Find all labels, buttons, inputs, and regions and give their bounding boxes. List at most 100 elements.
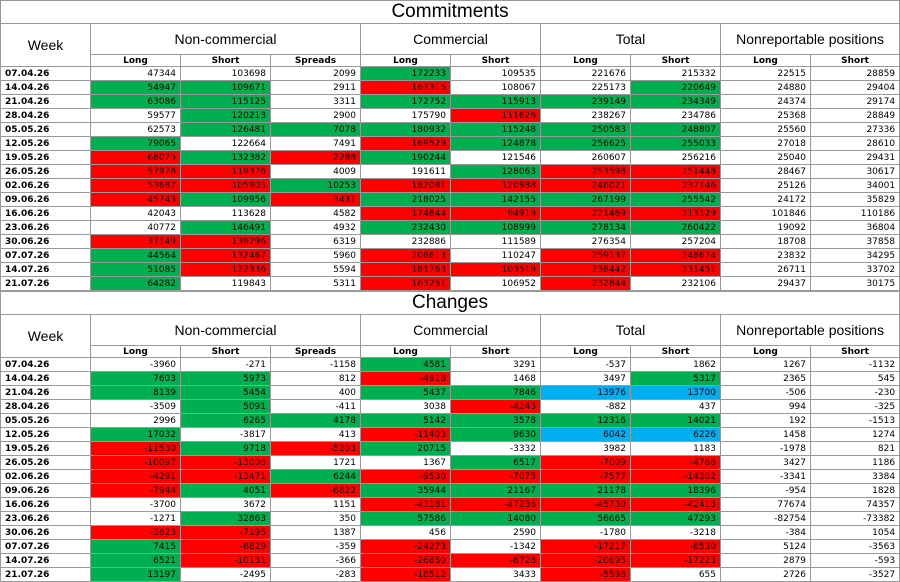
subheader-long: Long xyxy=(720,54,811,67)
value-cell: 28610 xyxy=(809,136,900,151)
table-row: 28.04.26 59577 120213 2900 175790 111626 23826… xyxy=(0,108,900,123)
value-cell: 105905 xyxy=(180,178,271,193)
value-cell: -13471 xyxy=(180,469,271,484)
value-cell: 108999 xyxy=(450,220,541,235)
value-cell: 7846 xyxy=(450,385,541,400)
week-cell: 02.06.26 xyxy=(0,178,91,193)
week-cell: 28.04.26 xyxy=(0,399,91,414)
value-cell: 1274 xyxy=(809,427,900,442)
value-cell: 4009 xyxy=(270,164,361,179)
value-cell: 28859 xyxy=(809,66,900,81)
table-row: 19.05.26 68075 132382 2288 190244 121546 26060… xyxy=(0,150,900,165)
value-cell: 17032 xyxy=(90,427,181,442)
week-cell: 09.06.26 xyxy=(0,192,91,207)
value-cell: 251448 xyxy=(630,164,721,179)
value-cell: 25040 xyxy=(720,150,811,165)
value-cell: 181763 xyxy=(360,262,451,277)
value-cell: 1367 xyxy=(360,455,451,470)
week-cell: 14.07.26 xyxy=(0,262,91,277)
value-cell: -11403 xyxy=(360,427,451,442)
value-cell: 51085 xyxy=(90,262,181,277)
value-cell: 94919 xyxy=(450,206,541,221)
value-cell: 5311 xyxy=(270,276,361,291)
value-cell: 47293 xyxy=(630,511,721,526)
commitments-body: 07.04.26 47344 103698 2099 172233 109535 22167… xyxy=(0,66,900,291)
value-cell: -4291 xyxy=(90,469,181,484)
value-cell: 3427 xyxy=(720,455,811,470)
value-cell: 101846 xyxy=(720,206,811,221)
value-cell: -13006 xyxy=(180,455,271,470)
value-cell: 169529 xyxy=(360,136,451,151)
value-cell: 232106 xyxy=(630,276,721,291)
value-cell: 62573 xyxy=(90,122,181,137)
value-cell: -3563 xyxy=(809,539,900,554)
value-cell: -47236 xyxy=(450,497,541,512)
value-cell: 21167 xyxy=(450,483,541,498)
value-cell: 1862 xyxy=(630,357,721,372)
value-cell: 255033 xyxy=(630,136,721,151)
subheader-long: Long xyxy=(360,54,451,67)
value-cell: 260607 xyxy=(540,150,631,165)
week-cell: 23.06.26 xyxy=(0,511,91,526)
value-cell: -3332 xyxy=(450,441,541,456)
table-row: 21.04.26 63086 115125 3311 172752 115913 23914… xyxy=(0,94,900,109)
value-cell: -24273 xyxy=(360,539,451,554)
value-cell: 4932 xyxy=(270,220,361,235)
value-cell: 255542 xyxy=(630,192,721,207)
table-row: 02.06.26 53687 105905 10253 182081 120988 2460… xyxy=(0,178,900,193)
value-cell: 218025 xyxy=(360,192,451,207)
value-cell: 413 xyxy=(270,427,361,442)
table-row: 26.05.26 -10097 -13006 1721 1367 6517 -7009 -47… xyxy=(0,455,900,470)
value-cell: 57978 xyxy=(90,164,181,179)
value-cell: 1054 xyxy=(809,525,900,540)
value-cell: 23832 xyxy=(720,248,811,263)
value-cell: -1271 xyxy=(90,511,181,526)
value-cell: 21178 xyxy=(540,483,631,498)
value-cell: -1342 xyxy=(450,539,541,554)
value-cell: -7075 xyxy=(450,469,541,484)
value-cell: 119376 xyxy=(180,164,271,179)
week-cell: 26.05.26 xyxy=(0,164,91,179)
value-cell: 3578 xyxy=(450,413,541,428)
value-cell: 27336 xyxy=(809,122,900,137)
value-cell: -1158 xyxy=(270,357,361,372)
value-cell: 1458 xyxy=(720,427,811,442)
value-cell: -1132 xyxy=(809,357,900,372)
value-cell: 79065 xyxy=(90,136,181,151)
value-cell: 109535 xyxy=(450,66,541,81)
table-row: 28.04.26 -3509 5091 -411 3038 -4243 -882 437 994… xyxy=(0,399,900,414)
value-cell: -82754 xyxy=(720,511,811,526)
subheader-spreads: Spreads xyxy=(270,54,361,67)
subheader-short: Short xyxy=(450,345,541,358)
value-cell: 167315 xyxy=(360,80,451,95)
group-total: Total xyxy=(540,314,721,346)
value-cell: -230 xyxy=(809,385,900,400)
value-cell: 1387 xyxy=(270,525,361,540)
value-cell: 237146 xyxy=(630,178,721,193)
value-cell: 2099 xyxy=(270,66,361,81)
value-cell: -954 xyxy=(720,483,811,498)
value-cell: -43181 xyxy=(360,497,451,512)
value-cell: 20715 xyxy=(360,441,451,456)
table-row: 07.07.26 7415 -6829 -359 -24273 -1342 -17217 -8… xyxy=(0,539,900,554)
value-cell: 256216 xyxy=(630,150,721,165)
value-cell: 276354 xyxy=(540,234,631,249)
value-cell: 36804 xyxy=(809,220,900,235)
value-cell: 3384 xyxy=(809,469,900,484)
value-cell: -271 xyxy=(180,357,271,372)
value-cell: 124878 xyxy=(450,136,541,151)
value-cell: 120988 xyxy=(450,178,541,193)
value-cell: 115125 xyxy=(180,94,271,109)
value-cell: 103698 xyxy=(180,66,271,81)
value-cell: 259137 xyxy=(540,248,631,263)
value-cell: 812 xyxy=(270,371,361,386)
value-cell: 3038 xyxy=(360,399,451,414)
week-cell: 07.07.26 xyxy=(0,539,91,554)
value-cell: 5437 xyxy=(360,385,451,400)
value-cell: 18396 xyxy=(630,483,721,498)
value-cell: 106952 xyxy=(450,276,541,291)
value-cell: -366 xyxy=(270,553,361,568)
value-cell: -4243 xyxy=(450,399,541,414)
value-cell: -537 xyxy=(540,357,631,372)
value-cell: 1721 xyxy=(270,455,361,470)
